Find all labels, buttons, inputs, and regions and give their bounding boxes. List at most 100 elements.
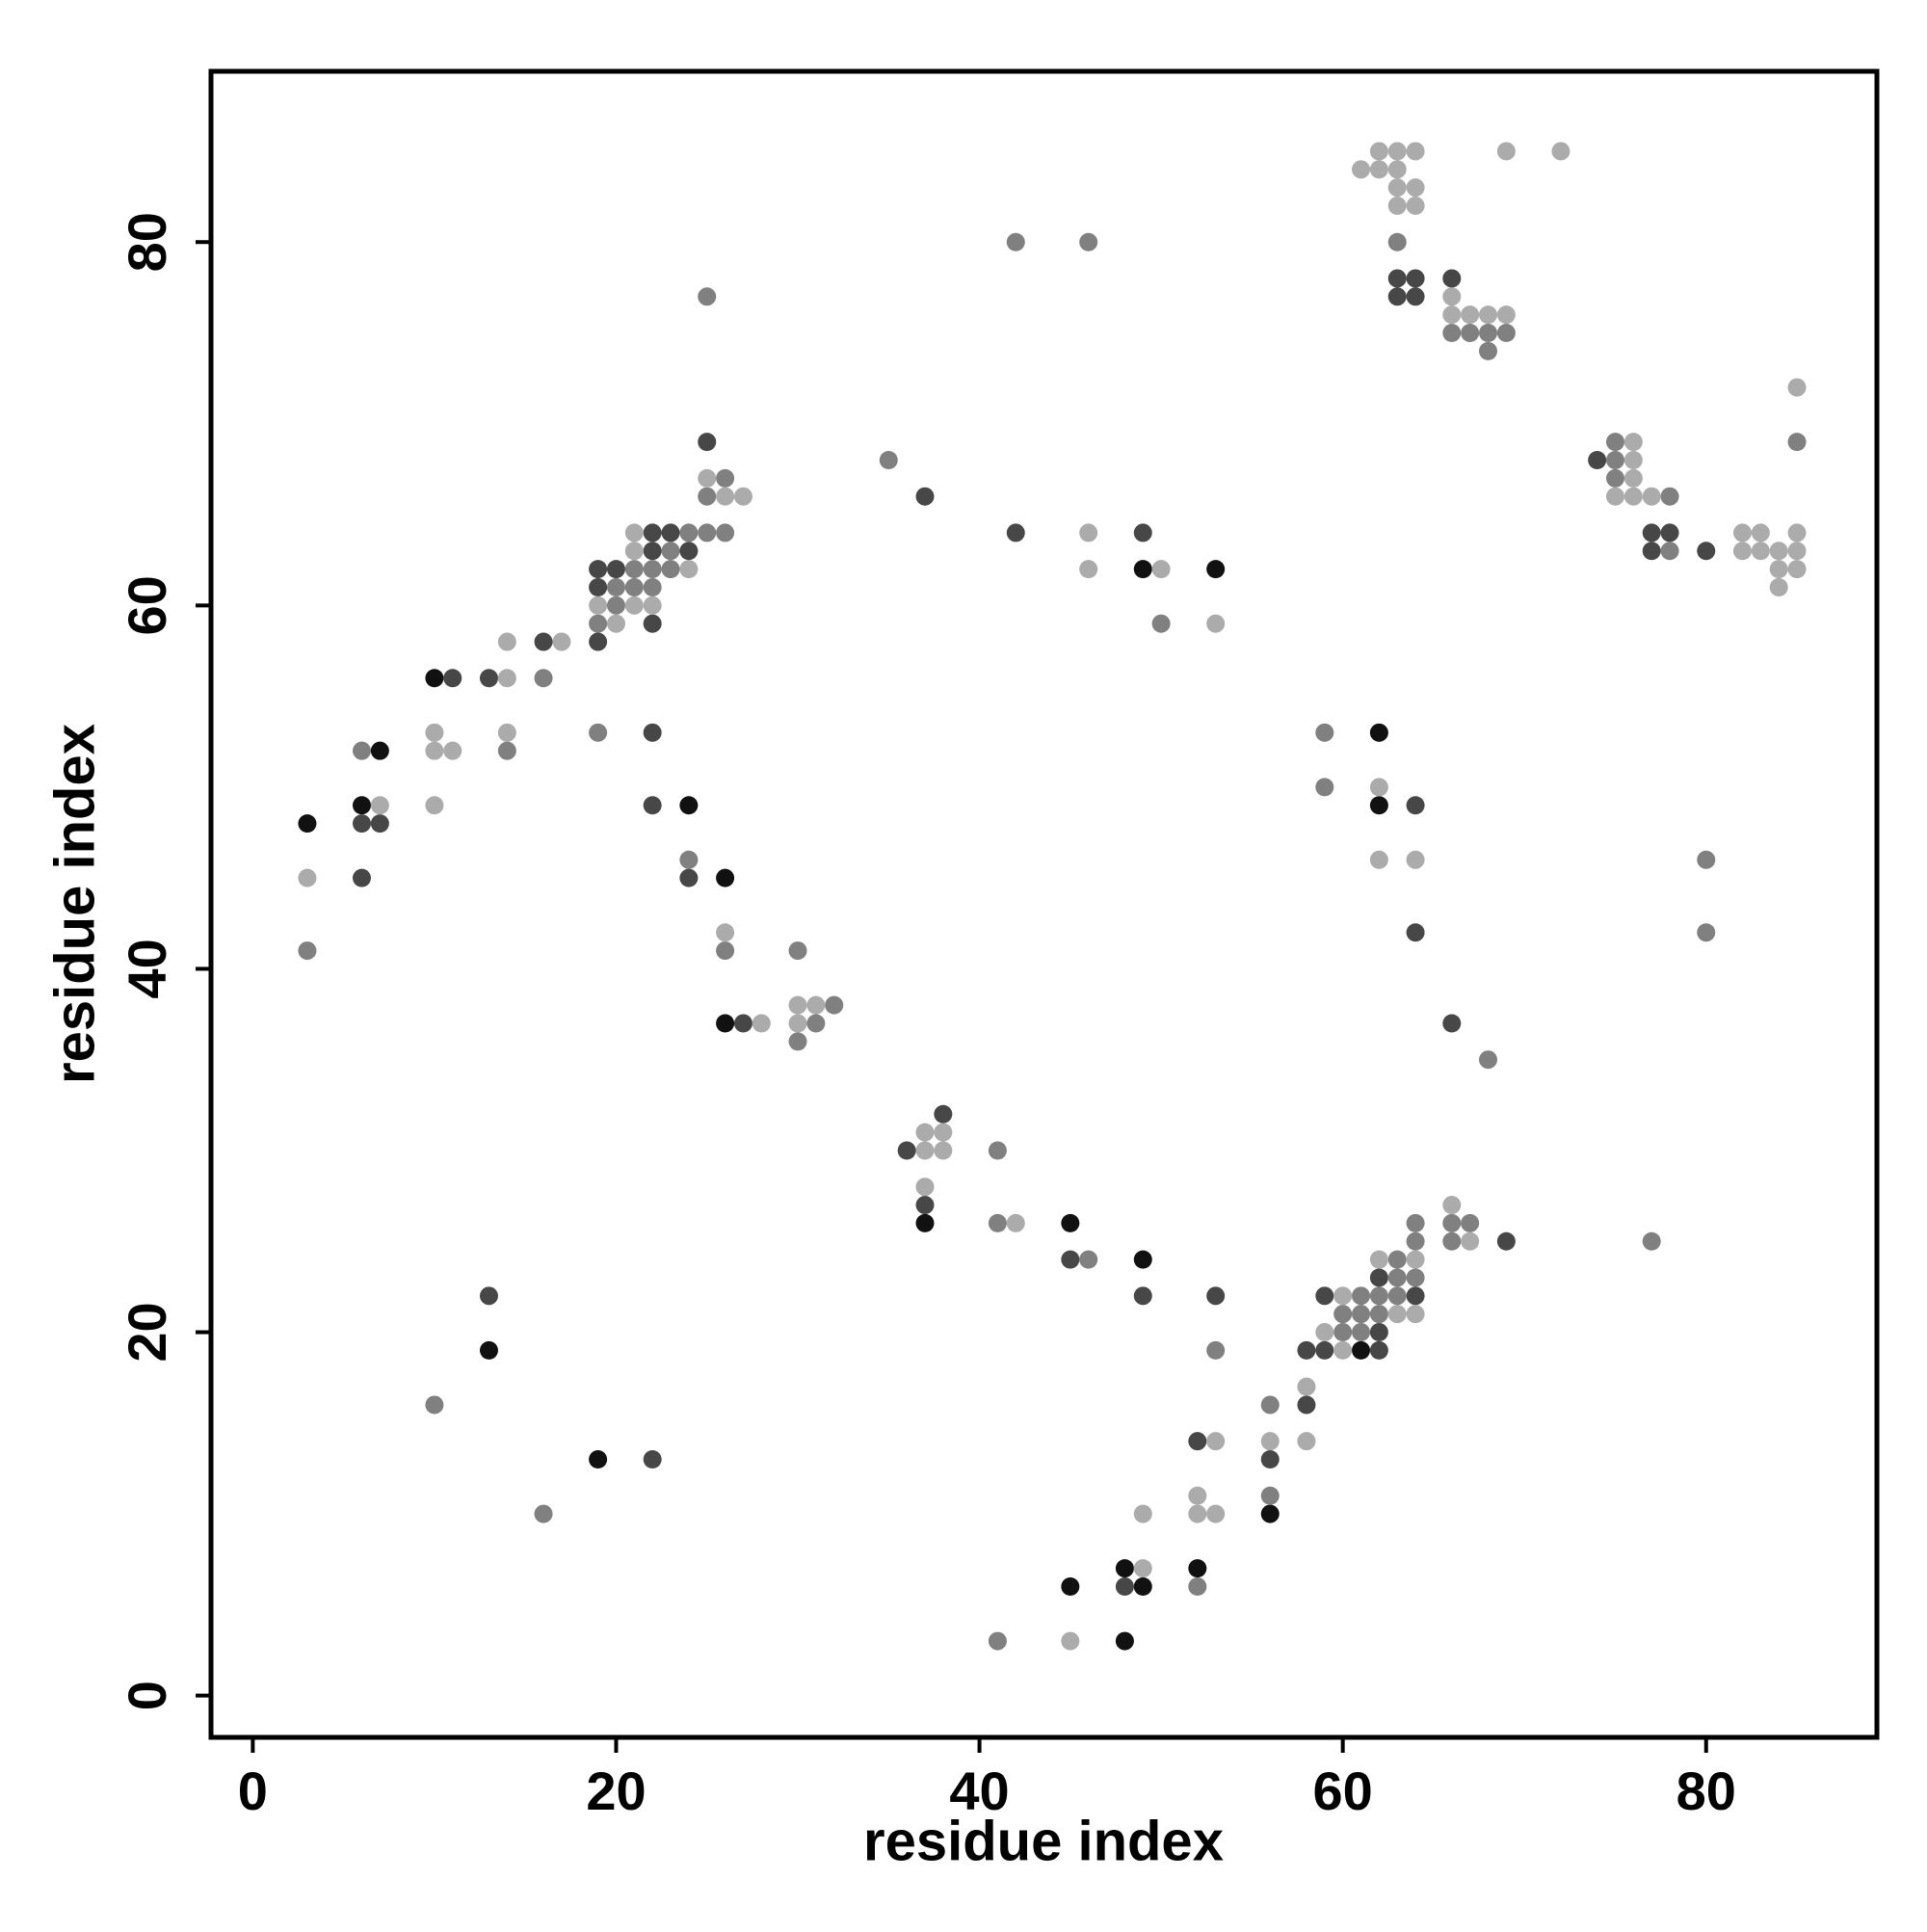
point <box>1387 269 1407 288</box>
point <box>1297 1377 1316 1396</box>
point <box>1442 287 1462 306</box>
point <box>1623 468 1643 488</box>
point <box>589 723 608 742</box>
point <box>788 995 807 1015</box>
point <box>643 796 662 815</box>
x-tick-label: 0 <box>238 1760 268 1821</box>
point <box>643 523 662 543</box>
point <box>1751 542 1770 561</box>
point <box>1333 1340 1353 1360</box>
point <box>1387 1268 1407 1287</box>
point <box>1697 923 1716 942</box>
point <box>606 560 625 579</box>
point <box>1188 1486 1207 1505</box>
point <box>1260 1504 1280 1523</box>
point <box>425 669 444 688</box>
point <box>1115 1631 1134 1651</box>
point <box>1133 1559 1152 1578</box>
point <box>624 560 644 579</box>
point <box>443 669 462 688</box>
point <box>643 560 662 579</box>
point <box>1406 142 1425 161</box>
point <box>1315 1286 1334 1306</box>
point <box>1751 523 1770 543</box>
point <box>1297 1432 1316 1451</box>
point <box>352 796 371 815</box>
point <box>679 523 699 543</box>
point <box>352 868 371 887</box>
point <box>915 1141 935 1160</box>
point <box>1369 142 1388 161</box>
point <box>988 1141 1007 1160</box>
x-tick-label: 40 <box>949 1760 1009 1821</box>
point <box>1442 324 1462 343</box>
point <box>370 796 389 815</box>
point <box>1387 178 1407 198</box>
point <box>1660 523 1679 543</box>
point <box>1442 1231 1462 1251</box>
point <box>1642 542 1661 561</box>
point <box>1352 1323 1371 1342</box>
point <box>1188 1559 1207 1578</box>
point <box>497 632 516 651</box>
y-axis-title: residue index <box>43 724 106 1084</box>
point <box>1133 1577 1152 1597</box>
point <box>1369 1250 1388 1269</box>
point <box>1387 1305 1407 1324</box>
point <box>679 850 699 869</box>
point <box>1315 1340 1334 1360</box>
point <box>1079 1250 1098 1269</box>
point <box>679 796 699 815</box>
point <box>1787 523 1807 543</box>
x-tick-label: 60 <box>1313 1760 1373 1821</box>
point <box>934 1104 953 1124</box>
point <box>698 433 717 452</box>
point <box>698 468 717 488</box>
point <box>1406 287 1425 306</box>
point <box>1442 1196 1462 1215</box>
point <box>1605 468 1624 488</box>
point <box>643 723 662 742</box>
point <box>589 632 608 651</box>
point <box>1188 1432 1207 1451</box>
point <box>1079 560 1098 579</box>
point <box>661 560 680 579</box>
point <box>1079 523 1098 543</box>
point <box>1115 1577 1134 1597</box>
point <box>1406 923 1425 942</box>
point <box>1732 523 1752 543</box>
point <box>552 632 571 651</box>
point <box>1406 197 1425 216</box>
point <box>589 595 608 615</box>
point <box>425 1395 444 1415</box>
point <box>1151 560 1171 579</box>
point <box>1406 850 1425 869</box>
point <box>589 577 608 596</box>
point <box>1369 1268 1388 1287</box>
y-tick-label: 60 <box>117 575 177 635</box>
point <box>1406 1231 1425 1251</box>
point <box>1115 1559 1134 1578</box>
point <box>1260 1432 1280 1451</box>
point <box>643 1450 662 1469</box>
point <box>1496 142 1516 161</box>
x-axis-title: residue index <box>863 1810 1224 1872</box>
point <box>1588 450 1607 469</box>
point <box>534 632 553 651</box>
point <box>1479 1050 1498 1070</box>
point <box>1732 542 1752 561</box>
point <box>1461 1213 1480 1232</box>
point <box>1260 1395 1280 1415</box>
point <box>1461 1231 1480 1251</box>
point <box>934 1141 953 1160</box>
point <box>1369 850 1388 869</box>
point <box>1387 232 1407 251</box>
point <box>1206 614 1226 633</box>
point <box>1787 378 1807 397</box>
point <box>1333 1286 1353 1306</box>
point <box>1387 197 1407 216</box>
point <box>825 995 844 1015</box>
point <box>298 868 317 887</box>
point <box>1151 614 1171 633</box>
